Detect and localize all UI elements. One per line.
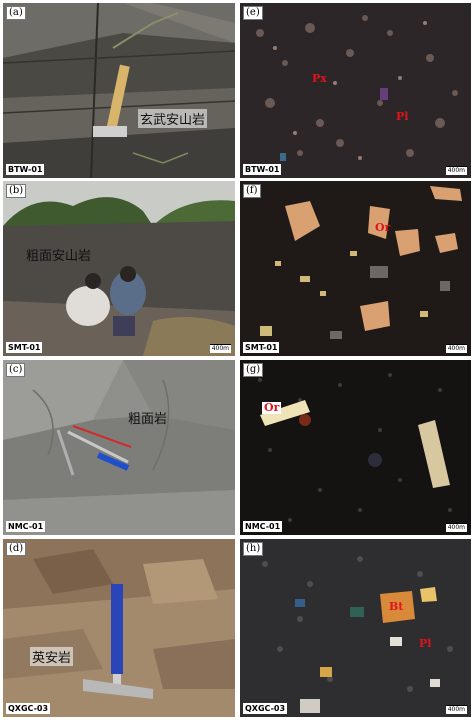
micrograph-e [240, 3, 471, 178]
mineral-label-or-f: Or [375, 221, 391, 234]
outcrop-photo-a [3, 3, 235, 178]
rock-name-d: 英安岩 [30, 647, 74, 666]
scale-bar-f: 400m [445, 344, 467, 353]
sample-label-c: NMC-01 [6, 521, 46, 532]
scale-bar-e: 400m [445, 166, 467, 175]
sample-label-a: BTW-01 [6, 164, 45, 175]
photo-panel-b: (b) 粗面安山岩 SMT-01 400m [3, 181, 235, 356]
rock-name-b: 粗面安山岩 [26, 249, 92, 264]
panel-letter-f: (f) [243, 184, 261, 198]
sample-label-h: QXGC-03 [243, 703, 288, 714]
panel-letter-g: (g) [243, 363, 264, 377]
scale-bar-h: 400m [445, 705, 467, 714]
micrograph-f [240, 181, 471, 356]
mineral-label-pl: Pl [396, 110, 409, 123]
mineral-label-px: Px [312, 72, 327, 85]
micrograph-h [240, 539, 471, 717]
sample-label-e: BTW-01 [243, 164, 282, 175]
thin-section-panel-h: (h) Bt Pl QXGC-03 400m [240, 539, 471, 717]
panel-letter-d: (d) [6, 542, 27, 556]
outcrop-photo-c [3, 360, 235, 535]
panel-letter-a: (a) [6, 6, 26, 20]
sample-label-b: SMT-01 [6, 342, 43, 353]
sample-label-g: NMC-01 [243, 521, 283, 532]
rock-name-a: 玄武安山岩 [138, 109, 208, 128]
photo-panel-a: (a) 玄武安山岩 BTW-01 [3, 3, 235, 178]
thin-section-panel-g: (g) Or NMC-01 400m [240, 360, 471, 535]
mineral-label-pl-h: Pl [419, 637, 432, 650]
photo-panel-d: (d) 英安岩 QXGC-03 [3, 539, 235, 717]
scale-bar-b: 400m [209, 344, 231, 353]
outcrop-photo-d [3, 539, 235, 717]
panel-letter-h: (h) [243, 542, 264, 556]
panel-letter-b: (b) [6, 184, 27, 198]
thin-section-panel-e: (e) Px Pl BTW-01 400m [240, 3, 471, 178]
rock-name-c: 粗面岩 [128, 412, 168, 427]
thin-section-panel-f: (f) Or SMT-01 400m [240, 181, 471, 356]
outcrop-photo-b [3, 181, 235, 356]
scale-bar-g: 400m [445, 523, 467, 532]
photo-panel-c: (c) 粗面岩 NMC-01 [3, 360, 235, 535]
panel-letter-e: (e) [243, 6, 263, 20]
mineral-label-or-g: Or [262, 401, 282, 414]
mineral-label-bt: Bt [389, 600, 404, 613]
sample-label-f: SMT-01 [243, 342, 280, 353]
micrograph-g [240, 360, 471, 535]
sample-label-d: QXGC-03 [6, 703, 51, 714]
panel-letter-c: (c) [6, 363, 26, 377]
